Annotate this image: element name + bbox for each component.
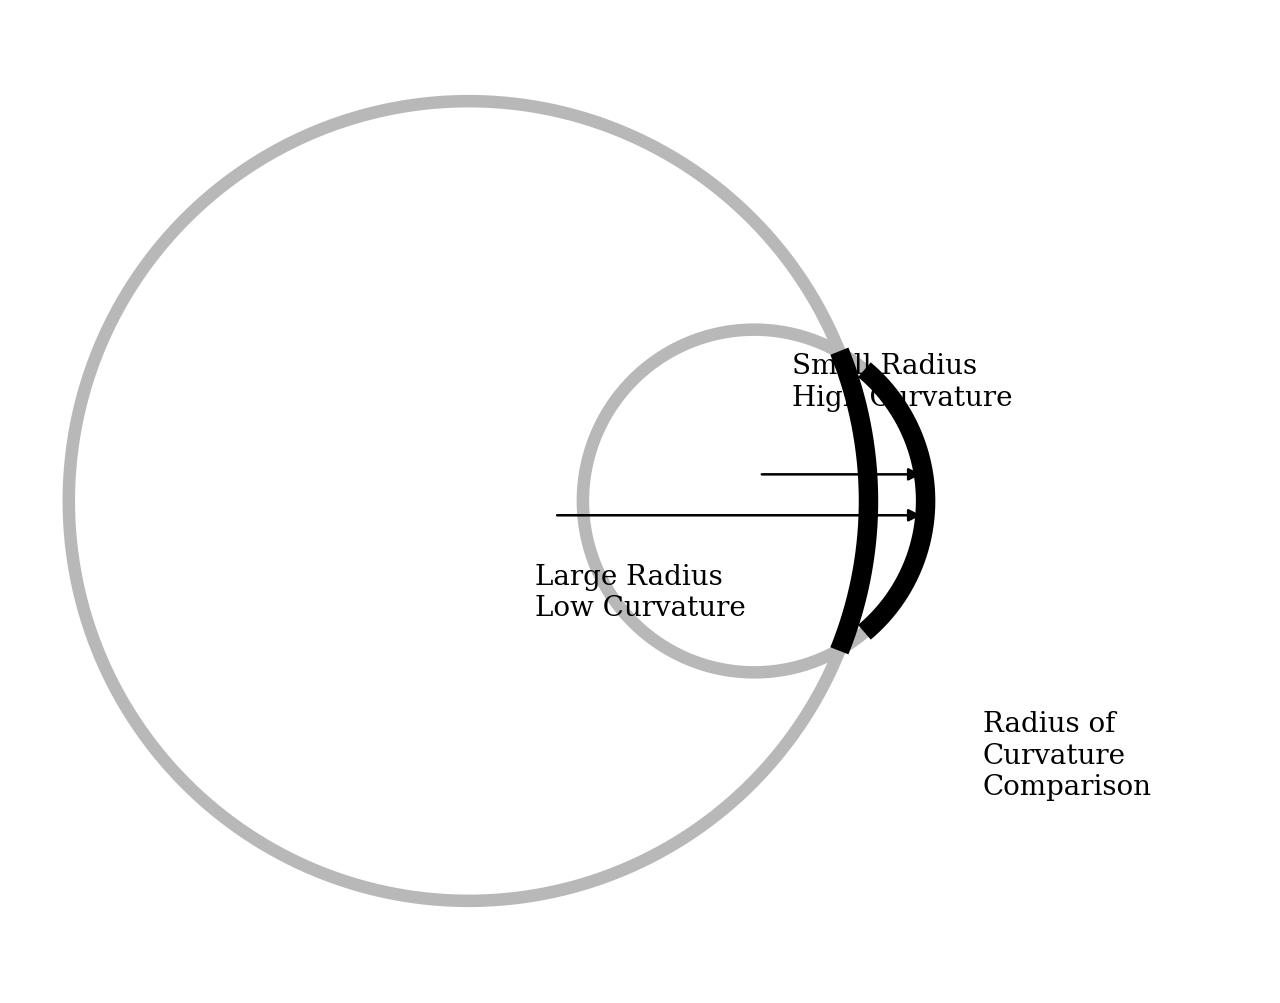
Text: Small Radius
High Curvature: Small Radius High Curvature (792, 353, 1012, 411)
Text: Radius of
Curvature
Comparison: Radius of Curvature Comparison (983, 711, 1152, 800)
Text: Large Radius
Low Curvature: Large Radius Low Curvature (535, 564, 746, 622)
